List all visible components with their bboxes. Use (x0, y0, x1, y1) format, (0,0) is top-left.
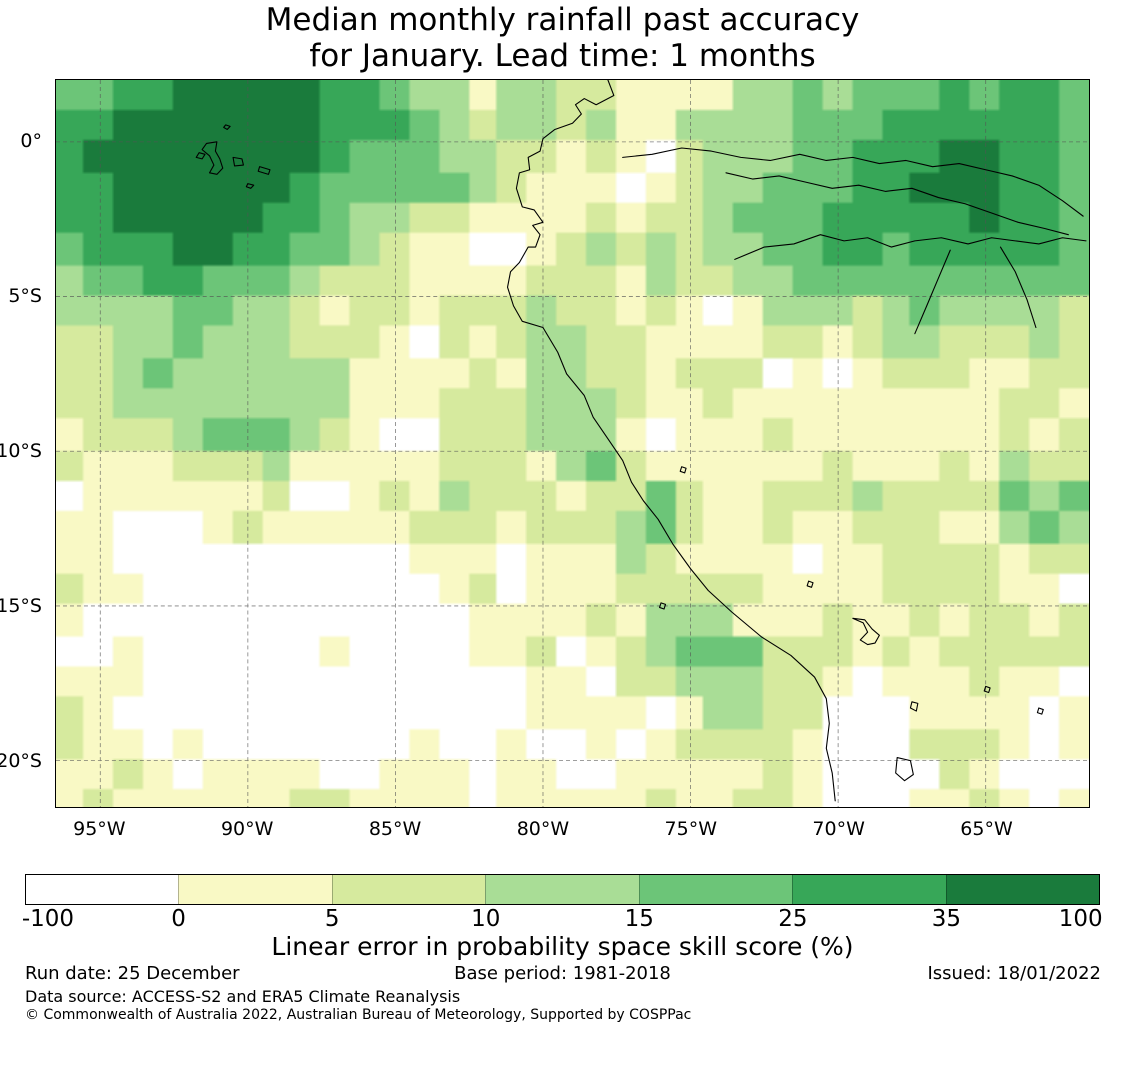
data-source: Data source: ACCESS-S2 and ERA5 Climate … (25, 987, 461, 1006)
colorbar-segment-6 (945, 875, 1099, 904)
colorbar-tick-5: 5 (324, 906, 340, 932)
coastlines (195, 80, 1087, 802)
colorbar-tick-0: 0 (171, 906, 186, 932)
colorbar-segment-1 (178, 875, 332, 904)
base-period: Base period: 1981-2018 (454, 963, 671, 984)
colorbar-tick--100: -100 (21, 906, 75, 932)
x-tick-75°W: 75°W (664, 818, 718, 840)
x-tick-80°W: 80°W (516, 818, 570, 840)
colorbar-tick-10: 10 (471, 906, 501, 932)
y-tick-5°S: 5°S (8, 285, 42, 308)
colorbar-tick-35: 35 (931, 906, 962, 932)
skill-score-raster (56, 80, 1089, 807)
colorbar-segment-4 (638, 875, 793, 904)
colorbar-tick-15: 15 (624, 906, 654, 932)
map-plot-area (55, 79, 1090, 808)
y-tick-15°S: 15°S (0, 595, 42, 618)
colorbar-segment-2 (331, 875, 486, 904)
run-date: Run date: 25 December (25, 963, 240, 984)
map-overlay (56, 80, 1089, 807)
issued-date: Issued: 18/01/2022 (927, 963, 1101, 984)
gridlines (56, 80, 1089, 807)
y-tick-0°: 0° (20, 130, 42, 153)
colorbar (25, 874, 1100, 905)
colorbar-segment-0 (26, 875, 179, 904)
x-tick-85°W: 85°W (368, 818, 422, 840)
y-tick-10°S: 10°S (0, 440, 42, 463)
x-tick-65°W: 65°W (960, 818, 1013, 840)
colorbar-label: Linear error in probability space skill … (271, 932, 854, 961)
colorbar-segment-5 (792, 875, 946, 904)
y-tick-20°S: 20°S (0, 750, 42, 773)
x-tick-95°W: 95°W (73, 818, 126, 840)
colorbar-segment-3 (485, 875, 639, 904)
chart-title: Median monthly rainfall past accuracy fo… (265, 2, 860, 74)
colorbar-tick-100: 100 (1058, 906, 1103, 932)
colorbar-tick-25: 25 (778, 906, 808, 932)
x-tick-70°W: 70°W (812, 818, 865, 840)
copyright-notice: © Commonwealth of Australia 2022, Austra… (25, 1007, 692, 1023)
x-tick-90°W: 90°W (220, 818, 274, 840)
